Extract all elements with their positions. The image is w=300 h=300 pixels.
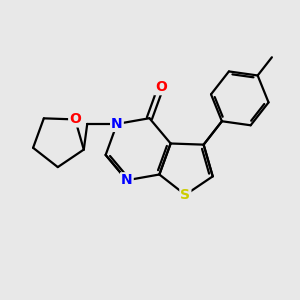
Text: O: O — [69, 112, 81, 126]
Text: N: N — [111, 117, 123, 131]
Text: S: S — [180, 188, 190, 202]
Text: O: O — [155, 80, 167, 94]
Text: N: N — [121, 173, 133, 187]
